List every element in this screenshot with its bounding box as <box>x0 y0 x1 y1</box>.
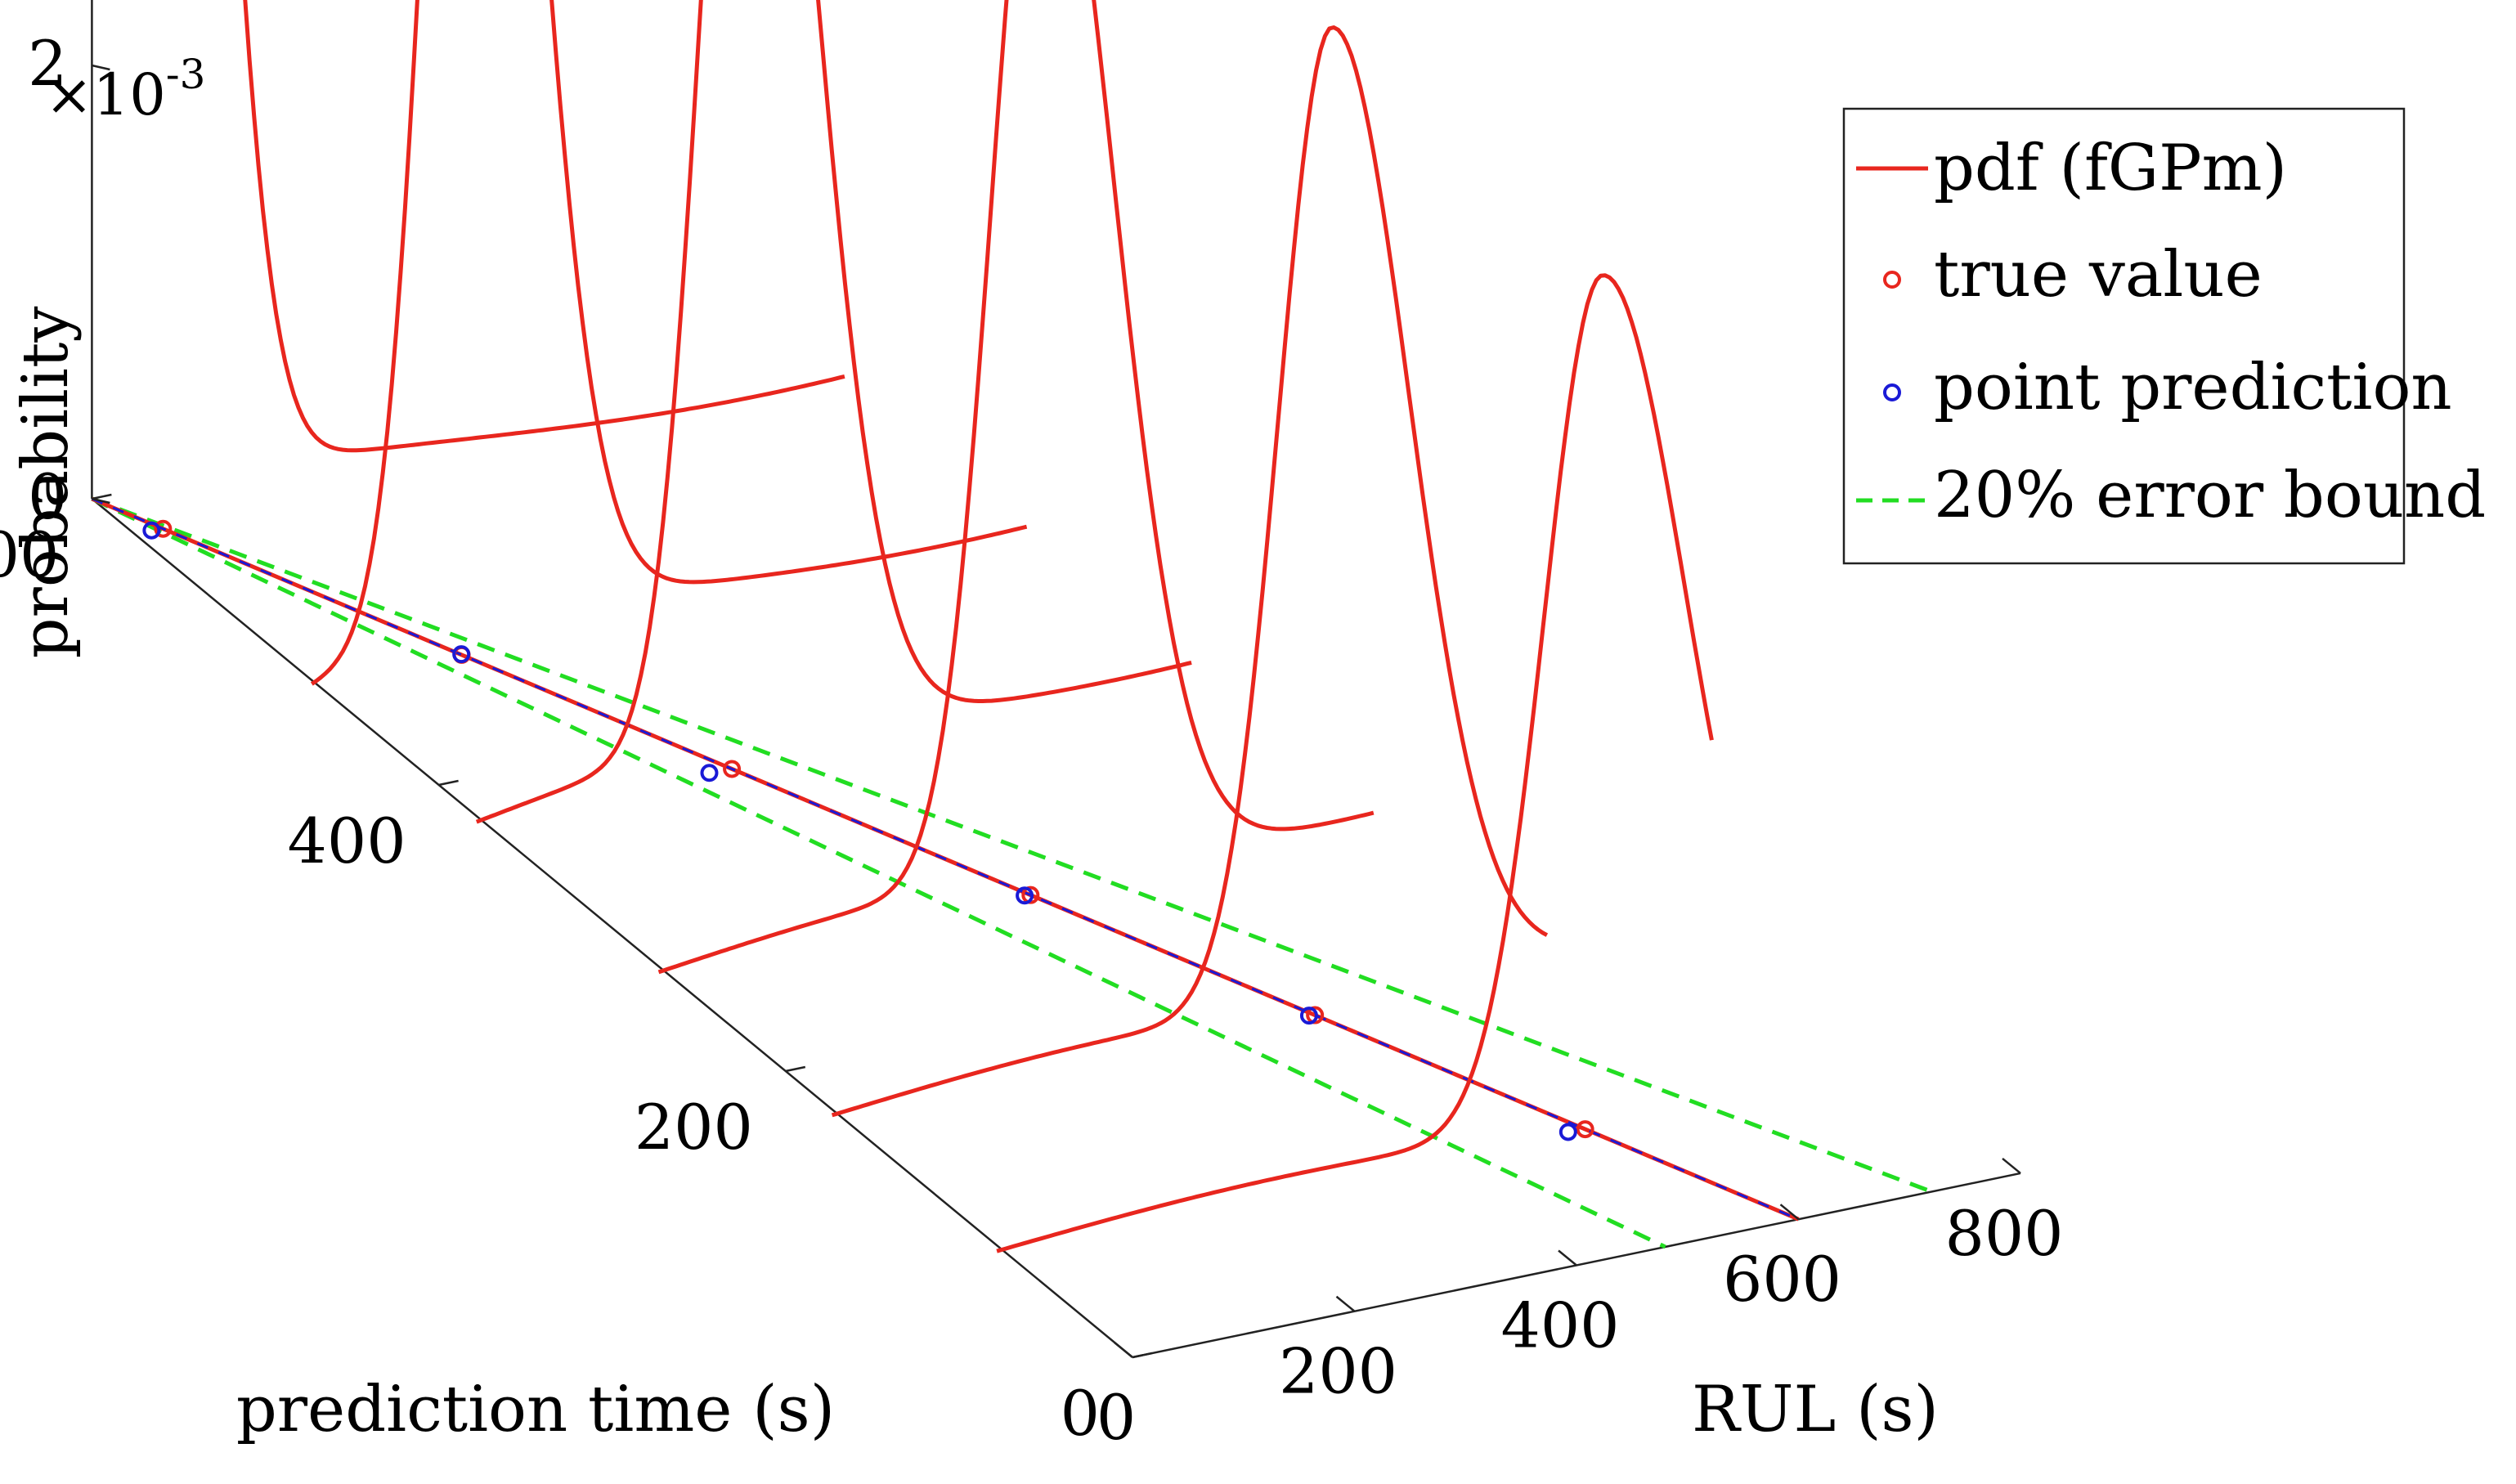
pdf-curve <box>243 0 845 453</box>
point-prediction-line <box>91 497 1800 1221</box>
point-prediction-marker <box>1299 1007 1318 1025</box>
tick-labels: 020040060002004006008000246 <box>0 27 2064 1454</box>
pdf-curves <box>243 0 1714 1253</box>
pdf-curve <box>310 0 1028 686</box>
markers <box>142 519 1594 1141</box>
point-prediction-marker <box>142 521 161 540</box>
point-prediction-marker <box>452 645 471 664</box>
x-tick-label: 200 <box>635 1091 753 1163</box>
legend-label-error-bound: 20% error bound <box>1934 459 2486 532</box>
z-tick-mark <box>92 497 110 504</box>
legend-marker-true-value <box>1883 271 1901 289</box>
y-tick-mark <box>1779 1204 1800 1221</box>
x-tick-label: 600 <box>0 518 59 591</box>
y-tick-mark <box>2002 1157 2021 1174</box>
y-tick-label: 400 <box>1500 1289 1619 1361</box>
z-tick-label: 0 <box>28 460 67 533</box>
x-tick-mark <box>438 779 459 787</box>
true-value-marker <box>1576 1120 1594 1139</box>
true-value-marker <box>154 519 173 538</box>
x-tick-mark <box>1132 1352 1153 1359</box>
z-tick-mark <box>92 64 110 71</box>
y-tick-label: 800 <box>1944 1197 2063 1270</box>
legend-label-pdf: pdf (fGPm) <box>1934 132 2287 205</box>
y-tick-label: 0 <box>1097 1381 1136 1454</box>
x-axis-label: prediction time (s) <box>236 1373 835 1446</box>
legend-label-true-value: true value <box>1934 238 2263 312</box>
point-prediction-marker <box>1016 886 1034 905</box>
y-tick-label: 200 <box>1279 1335 1397 1408</box>
x-tick-mark <box>92 493 112 500</box>
point-prediction-marker <box>700 764 719 782</box>
axis-multiplier: ×10-3 <box>45 51 205 128</box>
reference-line <box>91 496 1800 1222</box>
true-value-marker <box>1306 1006 1325 1024</box>
x-axis-line <box>91 498 1133 1358</box>
z-axis-label: probability <box>9 307 83 659</box>
y-tick-mark <box>1114 1342 1133 1358</box>
y-tick-mark <box>1335 1295 1356 1312</box>
pdf-curve <box>475 0 1192 824</box>
pdf-curve <box>831 25 1549 1118</box>
legend-marker-point-prediction <box>1883 383 1901 401</box>
x-tick-label: 0 <box>1061 1377 1100 1450</box>
y-tick-label: 600 <box>1723 1243 1841 1316</box>
error-bound-upper <box>91 496 1933 1194</box>
legend-label-point-prediction: point prediction <box>1934 351 2452 424</box>
true-value-marker <box>1021 885 1040 904</box>
pdf-curve <box>657 0 1375 975</box>
y-axis-label: RUL (s) <box>1692 1373 1939 1446</box>
axes <box>91 0 2021 1359</box>
legend-box <box>1842 107 2406 565</box>
y-tick-mark <box>1558 1249 1577 1267</box>
x-tick-label: 400 <box>288 805 406 877</box>
point-prediction-marker <box>1558 1123 1577 1141</box>
z-tick-label: 2 <box>28 27 67 100</box>
error-bounds <box>91 496 1933 1249</box>
error-bound-lower <box>91 496 1666 1249</box>
x-tick-mark <box>785 1065 806 1073</box>
true-value-marker <box>723 760 742 778</box>
pdf-curve <box>996 273 1714 1253</box>
legend: pdf (fGPm) true value point prediction 2… <box>1842 107 2486 565</box>
